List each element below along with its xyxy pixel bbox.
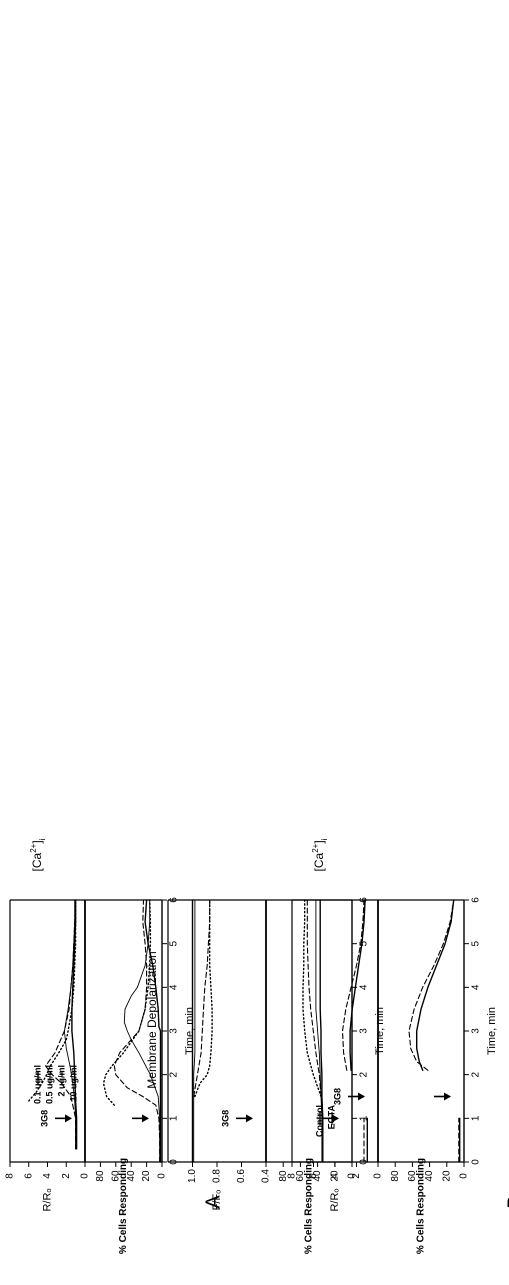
- legend-label: 0.5 ug/ml: [44, 1065, 54, 1104]
- title-subscript: i: [320, 838, 329, 840]
- y-tick-label: 1.0: [187, 1169, 198, 1183]
- x-tick-label: 5: [359, 940, 370, 946]
- y-tick-label: 20: [329, 1170, 340, 1182]
- series-line-0-5-ug-ml: [123, 899, 161, 1163]
- series-line-egta: [408, 899, 455, 1071]
- title-superscript: 2+: [311, 843, 320, 852]
- y-axis-label: % Cells Responding: [416, 1158, 427, 1254]
- x-tick-label: 0: [471, 1159, 482, 1165]
- y-axis-label: R/Rₒ: [41, 1188, 53, 1211]
- stimulus-label: 3G8: [332, 1088, 342, 1105]
- series-line-egta: [341, 899, 365, 1071]
- y-axis-label: % Cells Responding: [304, 1158, 315, 1254]
- y-tick-label: 0: [157, 1173, 168, 1179]
- series-line-10-ug-ml: [302, 899, 322, 1098]
- chart-title: [Ca2+]i: [311, 838, 329, 871]
- stimulus-arrowhead: [332, 1114, 339, 1123]
- x-tick-label: 4: [471, 984, 482, 990]
- stimulus-label: 3G8: [220, 1110, 230, 1127]
- stimulus-arrowhead: [142, 1114, 149, 1123]
- y-tick-label: 60: [407, 1170, 418, 1182]
- series-line-control: [349, 899, 366, 1072]
- x-tick-label: 1: [169, 1115, 180, 1121]
- x-axis-label: Time, min: [374, 1007, 386, 1055]
- series-line-0-5-ug-ml: [193, 899, 196, 1163]
- x-tick-label: 3: [169, 1028, 180, 1034]
- y-tick-label: 0.4: [261, 1169, 272, 1183]
- legend-label: EGTA: [326, 1105, 336, 1130]
- y-tick-label: 0.8: [212, 1169, 223, 1183]
- x-axis-label: Time, min: [486, 1007, 498, 1055]
- title-subscript: i: [38, 838, 47, 840]
- x-tick-label: 3: [359, 1028, 370, 1034]
- x-tick-label: 2: [359, 1071, 370, 1077]
- panel-label: A: [202, 1195, 224, 1209]
- y-tick-label: 8: [287, 1173, 298, 1179]
- series-line-control: [416, 899, 455, 1072]
- stimulus-arrowhead: [444, 1092, 451, 1101]
- y-tick-label: 2: [351, 1173, 362, 1179]
- y-tick-label: 0: [373, 1173, 384, 1179]
- title-superscript: 2+: [29, 843, 38, 852]
- series-line-2-ug-ml: [45, 899, 77, 1150]
- y-tick-label: 0: [459, 1173, 470, 1179]
- series-line-0-1-ug-ml: [71, 899, 78, 1150]
- x-tick-label: 5: [471, 940, 482, 946]
- x-tick-label: 4: [169, 984, 180, 990]
- x-axis-label: Time, min: [184, 1007, 196, 1055]
- stimulus-arrowhead: [358, 1092, 365, 1101]
- series-line-0-1-ug-ml: [144, 899, 162, 1163]
- y-tick-label: 4: [330, 1173, 341, 1179]
- x-tick-label: 2: [471, 1071, 482, 1077]
- y-tick-label: 2: [61, 1173, 72, 1179]
- y-tick-label: 40: [424, 1170, 435, 1182]
- chart-title: [Ca2+]i: [29, 838, 47, 871]
- legend-label: 0.1 ug/ml: [32, 1065, 42, 1104]
- y-tick-label: 0: [347, 1173, 358, 1179]
- series-line-10-ug-ml: [102, 899, 152, 1106]
- legend-label: Control: [314, 1105, 324, 1137]
- y-tick-label: 20: [441, 1170, 452, 1182]
- y-tick-label: 80: [278, 1170, 289, 1182]
- series-line-10-ug-ml: [28, 899, 77, 1102]
- series-line-2-ug-ml: [193, 899, 211, 1098]
- stimulus-label: 3G8: [39, 1110, 49, 1127]
- x-tick-label: 3: [471, 1028, 482, 1034]
- legend-label: 2 ug/ml: [56, 1065, 66, 1097]
- y-tick-label: 60: [110, 1170, 121, 1182]
- x-tick-label: 4: [359, 984, 370, 990]
- y-tick-label: 60: [295, 1170, 306, 1182]
- y-tick-label: 4: [42, 1173, 53, 1179]
- y-tick-label: 0: [80, 1173, 91, 1179]
- y-tick-label: 20: [141, 1170, 152, 1182]
- series-line-2-ug-ml: [113, 899, 161, 1163]
- y-tick-label: 6: [308, 1173, 319, 1179]
- stimulus-arrowhead: [246, 1114, 253, 1123]
- y-tick-label: 80: [390, 1170, 401, 1182]
- x-tick-label: 6: [471, 897, 482, 903]
- x-tick-label: 2: [169, 1071, 180, 1077]
- y-axis-label: % Cells Responding: [118, 1158, 129, 1254]
- stimulus-arrowhead: [65, 1114, 72, 1123]
- series-line-0-5-ug-ml: [315, 899, 323, 1163]
- series-line-2-ug-ml: [306, 899, 322, 1098]
- y-tick-label: 40: [126, 1170, 137, 1182]
- y-axis-label: R/Rₒ: [329, 1188, 341, 1211]
- series-line-10-ug-ml: [194, 899, 213, 1098]
- y-tick-label: 80: [95, 1170, 106, 1182]
- x-tick-label: 1: [471, 1115, 482, 1121]
- y-tick-label: 0.6: [236, 1169, 247, 1183]
- y-tick-label: 40: [312, 1170, 323, 1182]
- legend-label: 10 ug/ml: [68, 1065, 78, 1102]
- x-tick-label: 5: [169, 940, 180, 946]
- y-axis-label: F/Fₒ: [211, 1190, 223, 1211]
- y-tick-label: 8: [5, 1173, 16, 1179]
- chart-title: Membrane Depolarization: [145, 951, 159, 1088]
- y-tick-label: 6: [23, 1173, 34, 1179]
- panel-label: B: [504, 1195, 509, 1208]
